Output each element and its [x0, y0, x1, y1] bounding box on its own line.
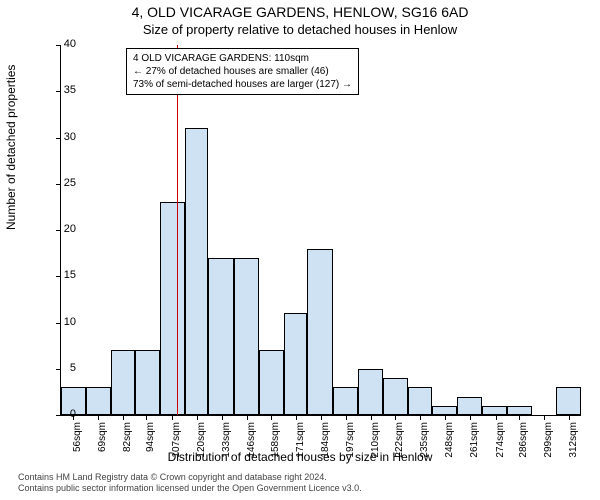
x-tick-mark — [544, 415, 545, 420]
x-tick-label: 107sqm — [171, 422, 182, 462]
x-tick-mark — [496, 415, 497, 420]
x-tick-label: 235sqm — [419, 422, 430, 462]
histogram-bar — [208, 258, 233, 415]
histogram-bar — [111, 350, 134, 415]
histogram-bar — [408, 387, 431, 415]
x-tick-mark — [420, 415, 421, 420]
x-tick-mark — [470, 415, 471, 420]
histogram-bar — [432, 406, 457, 415]
x-tick-mark — [519, 415, 520, 420]
chart-title-sub: Size of property relative to detached ho… — [0, 22, 600, 37]
x-tick-label: 69sqm — [97, 422, 108, 462]
x-tick-label: 261sqm — [469, 422, 480, 462]
x-tick-label: 210sqm — [370, 422, 381, 462]
y-tick-label: 40 — [46, 38, 76, 50]
x-tick-mark — [197, 415, 198, 420]
footer-line-2: Contains public sector information licen… — [18, 483, 600, 494]
y-axis-label: Number of detached properties — [4, 65, 18, 230]
x-tick-mark — [222, 415, 223, 420]
x-tick-label: 158sqm — [270, 422, 281, 462]
y-tick-label: 15 — [46, 269, 76, 281]
x-tick-label: 286sqm — [518, 422, 529, 462]
x-tick-label: 248sqm — [444, 422, 455, 462]
x-tick-label: 94sqm — [145, 422, 156, 462]
x-tick-label: 184sqm — [320, 422, 331, 462]
x-tick-mark — [98, 415, 99, 420]
x-tick-mark — [445, 415, 446, 420]
histogram-bar — [185, 128, 208, 415]
x-tick-mark — [395, 415, 396, 420]
histogram-bar — [556, 387, 581, 415]
x-tick-mark — [569, 415, 570, 420]
x-tick-mark — [321, 415, 322, 420]
histogram-bar — [457, 397, 482, 416]
x-tick-label: 133sqm — [221, 422, 232, 462]
x-tick-label: 312sqm — [568, 422, 579, 462]
x-tick-mark — [247, 415, 248, 420]
x-tick-label: 56sqm — [72, 422, 83, 462]
histogram-bar — [383, 378, 408, 415]
x-tick-label: 146sqm — [246, 422, 257, 462]
histogram-bar — [358, 369, 383, 415]
y-tick-label: 25 — [46, 177, 76, 189]
histogram-bar — [333, 387, 358, 415]
x-tick-mark — [172, 415, 173, 420]
x-tick-label: 274sqm — [495, 422, 506, 462]
y-tick-label: 0 — [46, 408, 76, 420]
info-box-line-2: ← 27% of detached houses are smaller (46… — [133, 65, 352, 78]
info-box-line-3: 73% of semi-detached houses are larger (… — [133, 78, 352, 91]
plot-area: 4 OLD VICARAGE GARDENS: 110sqm← 27% of d… — [60, 45, 581, 416]
x-tick-mark — [123, 415, 124, 420]
histogram-bar — [507, 406, 532, 415]
y-tick-label: 5 — [46, 362, 76, 374]
x-tick-label: 82sqm — [122, 422, 133, 462]
reference-marker-line — [177, 45, 178, 415]
x-tick-label: 222sqm — [394, 422, 405, 462]
histogram-bar — [86, 387, 111, 415]
histogram-bar — [284, 313, 307, 415]
histogram-bar — [234, 258, 259, 415]
y-tick-label: 35 — [46, 84, 76, 96]
x-tick-mark — [371, 415, 372, 420]
histogram-bar — [259, 350, 284, 415]
footer-line-1: Contains HM Land Registry data © Crown c… — [18, 472, 600, 483]
histogram-bar — [307, 249, 332, 416]
x-tick-mark — [146, 415, 147, 420]
x-tick-label: 197sqm — [345, 422, 356, 462]
info-box-line-1: 4 OLD VICARAGE GARDENS: 110sqm — [133, 52, 352, 65]
info-box: 4 OLD VICARAGE GARDENS: 110sqm← 27% of d… — [126, 48, 359, 95]
y-tick-label: 30 — [46, 131, 76, 143]
x-tick-mark — [271, 415, 272, 420]
x-tick-label: 299sqm — [543, 422, 554, 462]
histogram-bar — [135, 350, 160, 415]
x-tick-label: 120sqm — [196, 422, 207, 462]
x-tick-mark — [296, 415, 297, 420]
histogram-bar — [160, 202, 185, 415]
chart-title-main: 4, OLD VICARAGE GARDENS, HENLOW, SG16 6A… — [0, 4, 600, 20]
footer-attribution: Contains HM Land Registry data © Crown c… — [0, 472, 600, 494]
histogram-bar — [482, 406, 507, 415]
y-tick-label: 10 — [46, 316, 76, 328]
x-tick-label: 171sqm — [295, 422, 306, 462]
x-tick-mark — [346, 415, 347, 420]
y-tick-label: 20 — [46, 223, 76, 235]
chart-container: 4, OLD VICARAGE GARDENS, HENLOW, SG16 6A… — [0, 0, 600, 500]
